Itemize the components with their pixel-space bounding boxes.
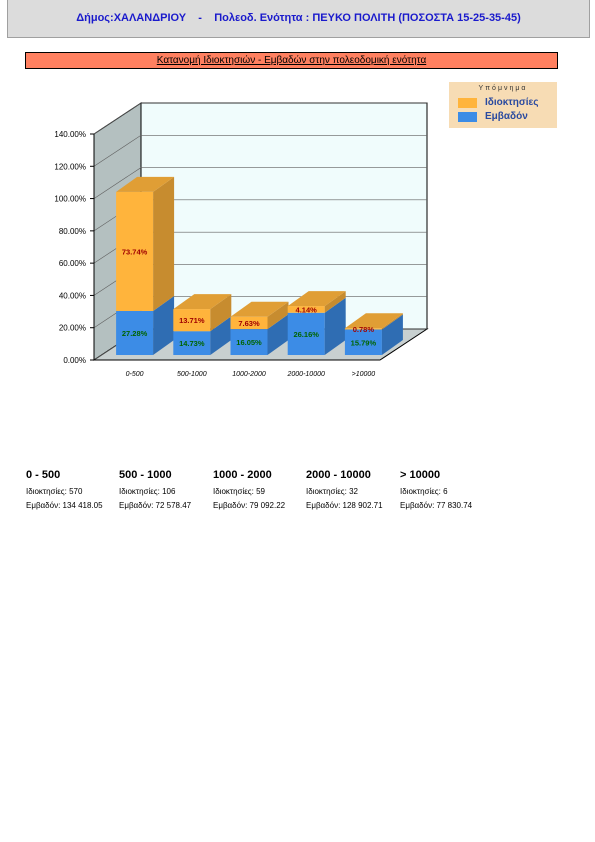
data-label: 73.74% [122, 247, 148, 256]
data-label: 7.63% [238, 319, 260, 328]
chart-back-wall [140, 102, 428, 330]
bar-front [116, 310, 154, 355]
stat-area: Εμβαδόν: 134 418.05 [26, 501, 103, 510]
bar-front [116, 191, 154, 311]
bar-front [287, 312, 325, 355]
stat-title: 2000 - 10000 [306, 469, 371, 481]
stat-area: Εμβαδόν: 79 092.22 [213, 501, 286, 510]
chart-title: Κατανομή Ιδιοκτησιών - Εμβαδών στην πολε… [25, 52, 558, 69]
legend-label-area: Εμβαδόν [485, 111, 528, 122]
data-label: 26.16% [293, 330, 319, 339]
bar-side [381, 313, 403, 330]
data-label: 13.71% [179, 316, 205, 325]
bar-side [210, 316, 232, 355]
bar-side [153, 176, 175, 311]
legend-label-owners: Ιδιοκτησίες [485, 97, 539, 108]
x-tick-label: 500-1000 [177, 371, 207, 378]
page-header: Δήμος:ΧΑΛΑΝΔΡΙΟΥ - Πολεοδ. Ενότητα : ΠΕΥ… [7, 0, 590, 38]
x-tick-label: 0-500 [126, 371, 144, 378]
y-tick-label: 0.00% [63, 356, 86, 365]
bar-front [230, 329, 268, 355]
y-tick-label: 40.00% [59, 291, 86, 300]
bar-front [287, 306, 325, 313]
y-tick-label: 140.00% [54, 130, 86, 139]
legend-swatch-area [458, 112, 477, 122]
gridline [93, 102, 427, 135]
stat-area: Εμβαδόν: 72 578.47 [119, 501, 192, 510]
legend-swatch-owners [458, 98, 477, 108]
stat-title: 1000 - 2000 [213, 469, 272, 481]
stat-title: 500 - 1000 [119, 469, 172, 481]
legend-title: Υπόμνημα [478, 85, 528, 92]
data-label: 0.78% [353, 325, 375, 334]
y-tick-label: 20.00% [59, 324, 86, 333]
stat-owners: Ιδιοκτησίες: 32 [306, 487, 358, 496]
stat-owners: Ιδιοκτησίες: 59 [213, 487, 265, 496]
x-tick-label: 1000-2000 [232, 371, 266, 378]
stat-owners: Ιδιοκτησίες: 570 [26, 487, 83, 496]
bar-top [287, 291, 346, 307]
bar-front [344, 329, 382, 355]
y-tick-label: 80.00% [59, 227, 86, 236]
stat-owners: Ιδιοκτησίες: 106 [119, 487, 176, 496]
bar-top [230, 301, 289, 317]
y-tick-label: 60.00% [59, 259, 86, 268]
stat-block-2000-10000: 2000 - 10000 Ιδιοκτησίες: 32 Εμβαδόν: 12… [306, 469, 383, 510]
stat-block-1000-2000: 1000 - 2000 Ιδιοκτησίες: 59 Εμβαδόν: 79 … [213, 469, 285, 510]
bar-front [173, 331, 211, 355]
stat-title: > 10000 [400, 469, 441, 481]
bar-top [116, 176, 175, 192]
bar-side [153, 295, 175, 355]
header-title: Δήμος:ΧΑΛΑΝΔΡΙΟΥ - Πολεοδ. Ενότητα : ΠΕΥ… [76, 12, 521, 24]
data-label: 4.14% [296, 305, 318, 314]
bar-front [344, 328, 382, 330]
stat-block-over-10000: > 10000 Ιδιοκτησίες: 6 Εμβαδόν: 77 830.7… [400, 469, 472, 510]
y-tick-label: 120.00% [54, 162, 86, 171]
bar-side [324, 291, 346, 313]
bar-side [381, 314, 403, 355]
bar-side [267, 301, 289, 330]
bar-top [173, 294, 232, 310]
bar-top [344, 313, 403, 329]
stat-title: 0 - 500 [26, 469, 61, 481]
stacked-bar-chart: 0.00% 20.00% 40.00% 60.00% 80.00% 100.00% 120.… [54, 102, 429, 378]
data-label: 14.73% [179, 339, 205, 348]
bar-side [210, 294, 232, 332]
y-tick-label: 100.00% [54, 195, 86, 204]
gridline [93, 167, 427, 199]
bar-front [173, 309, 211, 332]
bar-side [267, 314, 289, 355]
data-label: 15.79% [351, 338, 377, 347]
x-tick-label: >10000 [352, 371, 376, 378]
bar-side [324, 297, 346, 355]
x-tick-label: 2000-10000 [287, 371, 325, 378]
stat-block-500-1000: 500 - 1000 Ιδιοκτησίες: 106 Εμβαδόν: 72 … [119, 469, 191, 510]
bar-front [230, 316, 268, 330]
stat-area: Εμβαδόν: 128 902.71 [306, 501, 383, 510]
data-label: 16.05% [236, 338, 262, 347]
chart-legend: Υπόμνημα Ιδιοκτησίες Εμβαδόν [449, 82, 557, 128]
stat-block-0-500: 0 - 500 Ιδιοκτησίες: 570 Εμβαδόν: 134 41… [26, 469, 103, 510]
stat-owners: Ιδιοκτησίες: 6 [400, 487, 448, 496]
data-label: 27.28% [122, 329, 148, 338]
gridline [93, 134, 427, 167]
stat-area: Εμβαδόν: 77 830.74 [400, 501, 473, 510]
